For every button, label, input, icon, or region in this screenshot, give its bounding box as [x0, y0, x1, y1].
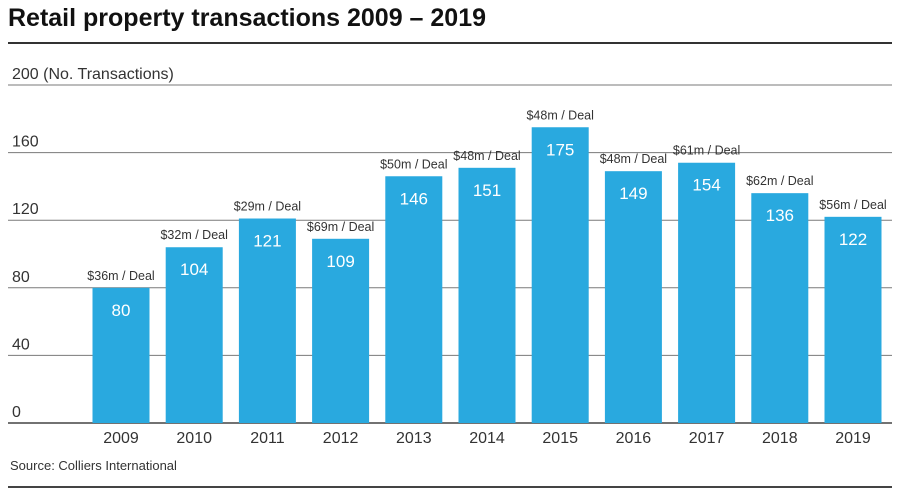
x-tick-label: 2018 — [762, 430, 798, 447]
bar — [751, 193, 809, 423]
bar-annotation: $29m / Deal — [234, 200, 301, 214]
title-divider — [8, 42, 892, 44]
y-tick-label: 160 — [12, 134, 39, 151]
bar-value-label: 121 — [253, 232, 281, 251]
x-tick-label: 2017 — [689, 430, 725, 447]
bar-value-label: 109 — [326, 252, 354, 271]
bar-value-label: 136 — [766, 206, 794, 225]
bar-annotation: $69m / Deal — [307, 220, 374, 234]
bar — [165, 247, 223, 423]
source-note: Source: Colliers International — [10, 458, 177, 473]
bar-annotation: $61m / Deal — [673, 144, 740, 158]
bar-annotation: $56m / Deal — [819, 198, 886, 212]
bar-value-label: 149 — [619, 184, 647, 203]
bar-annotation: $36m / Deal — [87, 269, 154, 283]
x-tick-label: 2015 — [542, 430, 578, 447]
bar — [604, 171, 662, 423]
bar-value-label: 146 — [400, 189, 428, 208]
bar — [385, 176, 443, 423]
bar-annotation: $48m / Deal — [600, 152, 667, 166]
y-tick-label: 0 — [12, 404, 21, 421]
chart-title: Retail property transactions 2009 – 2019 — [8, 4, 487, 32]
bar-value-label: 104 — [180, 260, 208, 279]
bar — [312, 238, 370, 423]
y-tick-label: 80 — [12, 269, 30, 286]
x-tick-label: 2019 — [835, 430, 871, 447]
bar — [824, 216, 882, 423]
bar — [92, 287, 150, 423]
x-tick-label: 2014 — [469, 430, 505, 447]
x-tick-label: 2016 — [616, 430, 652, 447]
bar — [458, 167, 516, 423]
bar-annotation: $48m / Deal — [453, 149, 520, 163]
bar — [531, 127, 589, 423]
y-tick-label: 40 — [12, 336, 30, 353]
bar-value-label: 122 — [839, 230, 867, 249]
x-tick-label: 2013 — [396, 430, 432, 447]
bar-value-label: 175 — [546, 140, 574, 159]
bottom-divider — [8, 486, 892, 488]
bar-value-label: 151 — [473, 181, 501, 200]
bar-annotation: $50m / Deal — [380, 157, 447, 171]
bar-annotation: $32m / Deal — [160, 228, 227, 242]
bar-value-label: 154 — [692, 176, 720, 195]
x-tick-label: 2009 — [103, 430, 139, 447]
y-axis-label: 200 (No. Transactions) — [12, 66, 174, 83]
bar — [678, 162, 736, 424]
x-tick-label: 2010 — [176, 430, 212, 447]
bar-annotation: $48m / Deal — [526, 108, 593, 122]
x-tick-label: 2012 — [323, 430, 359, 447]
bar-value-label: 80 — [112, 301, 131, 320]
bar — [238, 218, 296, 423]
y-tick-label: 120 — [12, 201, 39, 218]
bar-annotation: $62m / Deal — [746, 174, 813, 188]
x-tick-label: 2011 — [250, 430, 285, 447]
